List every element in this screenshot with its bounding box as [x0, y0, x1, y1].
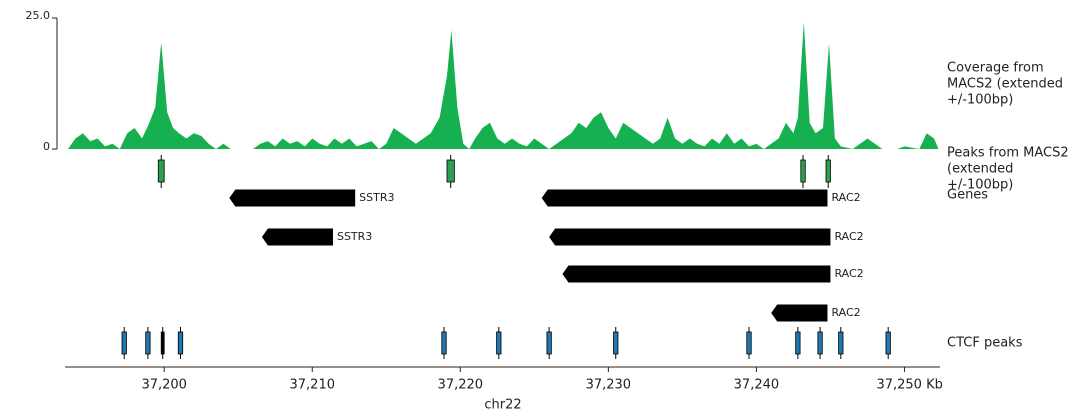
- y-tick-label: 25.0: [26, 9, 51, 22]
- ctcf-peak: [746, 331, 752, 355]
- ctcf-peak: [441, 331, 447, 355]
- coverage-area: [68, 22, 939, 150]
- track-title: +/-100bp): [947, 178, 1013, 193]
- track-title: (extended: [947, 162, 1013, 177]
- gene: [771, 304, 828, 322]
- peak: [446, 159, 455, 183]
- track-title: Genes: [947, 188, 988, 203]
- ctcf-peak: [885, 331, 891, 355]
- ctcf-peak: [795, 331, 801, 355]
- gene-label: RAC2: [834, 230, 863, 243]
- peak: [800, 159, 806, 183]
- ctcf-peak: [613, 331, 619, 355]
- ctcf-peak: [177, 331, 184, 355]
- y-tick-label: 0: [43, 140, 50, 153]
- ctcf-peak: [121, 331, 127, 355]
- x-tick-label: 37,220: [438, 378, 484, 393]
- track-title: Coverage from: [947, 61, 1044, 76]
- gene: [541, 189, 828, 207]
- x-tick-label: 37,210: [290, 378, 336, 393]
- track-title: MACS2 (extended: [947, 77, 1063, 92]
- x-tick-label: 37,230: [586, 378, 632, 393]
- ctcf-peak: [817, 331, 823, 355]
- track-title: +/-100bp): [947, 93, 1013, 108]
- track-title: CTCF peaks: [947, 336, 1023, 351]
- peak: [157, 159, 165, 183]
- gene-label: RAC2: [831, 306, 860, 319]
- ctcf-peak: [145, 331, 151, 355]
- gene: [549, 228, 831, 246]
- x-tick-label: 37,240: [734, 378, 780, 393]
- peak: [825, 159, 831, 183]
- gene-label: RAC2: [831, 191, 860, 204]
- gene: [562, 265, 831, 283]
- x-tick-label: 37,250 Kb: [876, 378, 942, 393]
- ctcf-peak: [838, 331, 844, 355]
- x-tick-label: 37,200: [141, 378, 187, 393]
- ctcf-peak: [496, 331, 502, 355]
- gene: [229, 189, 356, 207]
- gene-label: SSTR3: [337, 230, 372, 243]
- gene: [261, 228, 333, 246]
- gene-label: RAC2: [834, 267, 863, 280]
- ctcf-peak: [546, 331, 552, 355]
- gene-label: SSTR3: [359, 191, 394, 204]
- track-title: Peaks from MACS2: [947, 146, 1069, 161]
- x-axis-label: chr22: [484, 398, 521, 413]
- ctcf-peak: [160, 331, 165, 355]
